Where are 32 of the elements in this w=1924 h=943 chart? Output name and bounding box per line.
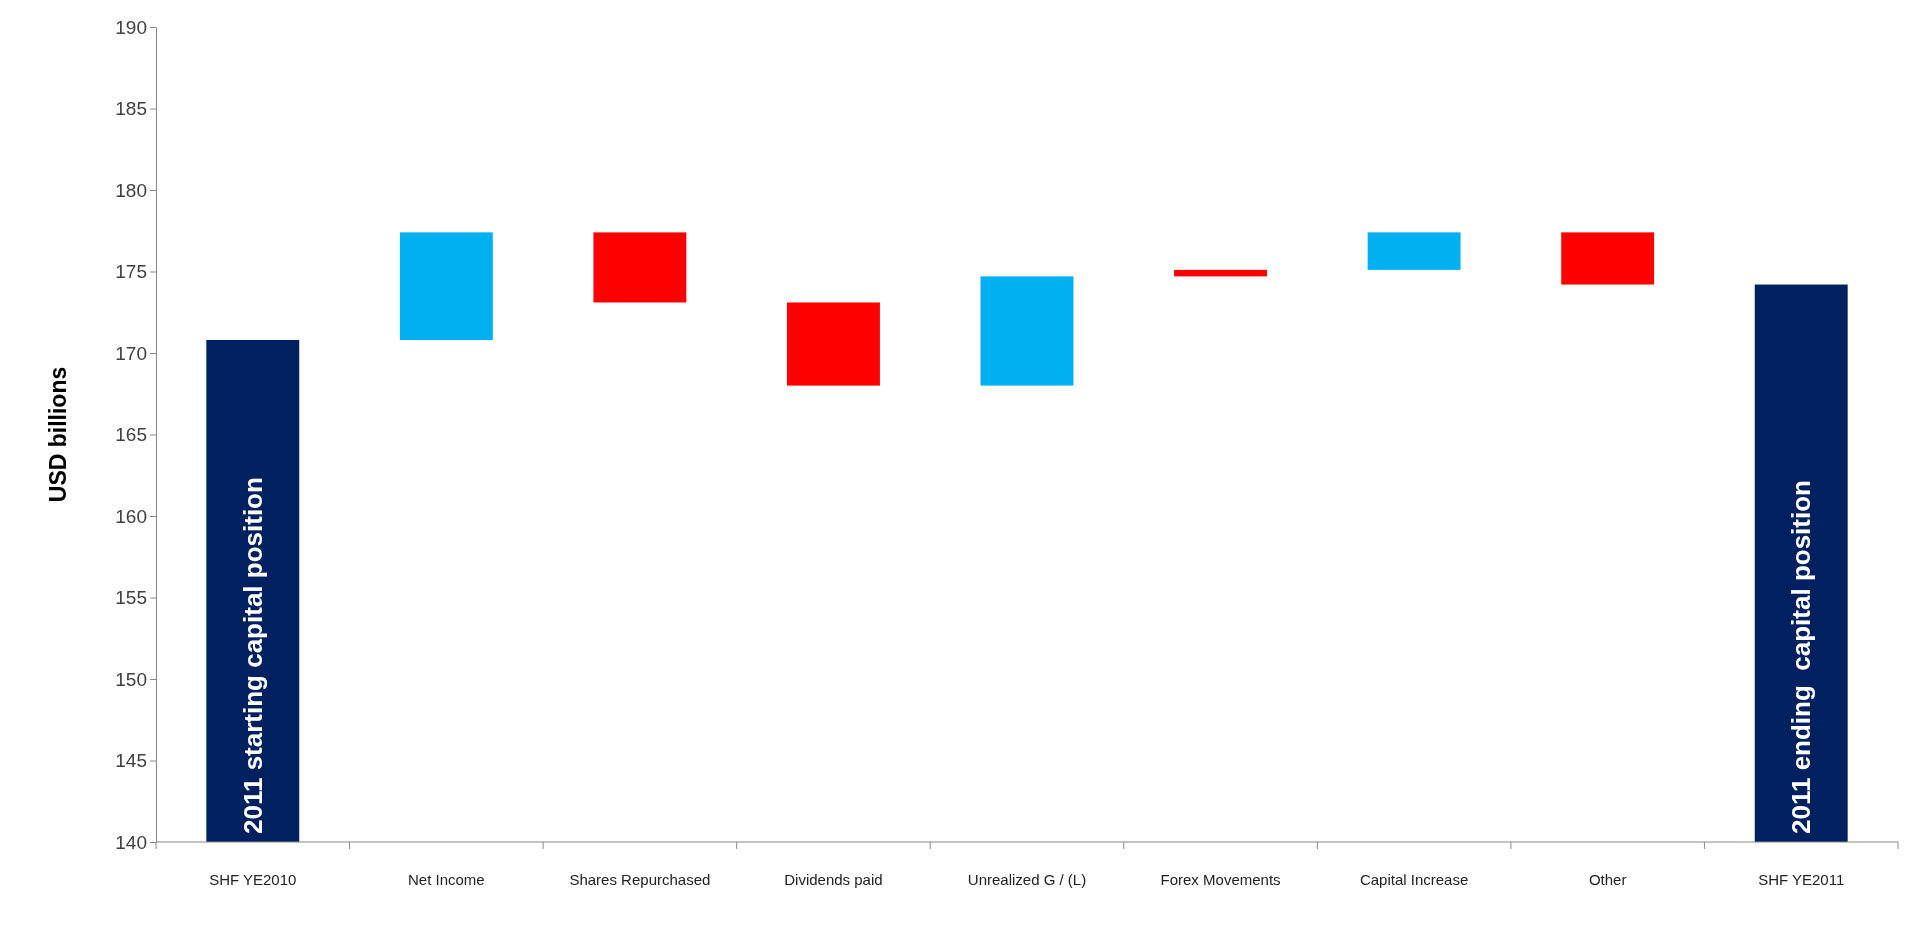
bar [980, 276, 1074, 386]
y-tick-label: 175 [115, 261, 147, 283]
bar [1174, 269, 1268, 277]
x-tick-label: Other [1588, 871, 1627, 888]
bar [1367, 232, 1461, 270]
bar [1561, 232, 1655, 285]
x-tick-label: Unrealized G / (L) [967, 871, 1087, 888]
bar [399, 232, 493, 340]
bar [593, 232, 687, 303]
y-tick-label: 185 [115, 98, 147, 120]
bar [1754, 284, 1848, 842]
y-tick-label: 170 [115, 342, 147, 364]
x-tick-label: Capital Increase [1359, 871, 1469, 888]
y-tick-label: 140 [115, 831, 147, 853]
x-tick-label: Shares Repurchased [569, 871, 711, 888]
y-tick-label: 160 [115, 505, 147, 527]
y-tick-label: 165 [115, 424, 147, 446]
annotation: 2011 ending capital position [1786, 480, 1817, 834]
y-tick-label: 180 [115, 179, 147, 201]
x-tick-label: Dividends paid [784, 871, 883, 888]
x-tick-label: Net Income [407, 871, 485, 888]
bar [206, 339, 300, 842]
y-tick-label: 145 [115, 750, 147, 772]
annotation: 2011 starting capital position [237, 477, 268, 834]
x-tick-label: SHF YE2010 [209, 871, 297, 888]
y-axis-title: USD billions [45, 366, 71, 503]
bar [786, 302, 880, 386]
y-tick-label: 155 [115, 587, 147, 609]
y-tick-label: 190 [115, 16, 147, 38]
y-tick-label: 150 [115, 668, 147, 690]
x-tick-label: Forex Movements [1160, 871, 1281, 888]
x-tick-label: SHF YE2011 [1758, 871, 1845, 888]
